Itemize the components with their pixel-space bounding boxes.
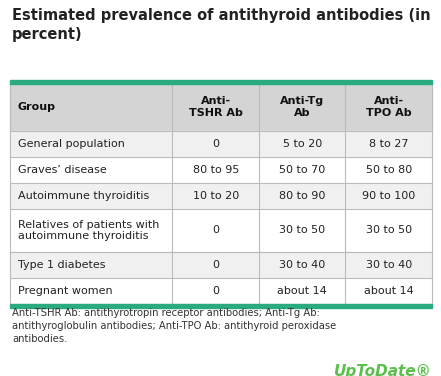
Text: 5 to 20: 5 to 20: [283, 139, 322, 149]
Text: Autoimmune thyroiditis: Autoimmune thyroiditis: [18, 191, 149, 201]
Text: Estimated prevalence of antithyroid antibodies (in
percent): Estimated prevalence of antithyroid anti…: [12, 8, 430, 42]
Text: Graves’ disease: Graves’ disease: [18, 165, 107, 175]
Text: about 14: about 14: [277, 286, 327, 296]
Text: Anti-TSHR Ab: antithyrotropin receptor antibodies; Anti-Tg Ab:
antithyroglobulin: Anti-TSHR Ab: antithyrotropin receptor a…: [12, 308, 336, 344]
Text: 90 to 100: 90 to 100: [362, 191, 415, 201]
Text: 0: 0: [212, 225, 219, 235]
Text: Anti-
TSHR Ab: Anti- TSHR Ab: [189, 97, 243, 118]
Bar: [10, 80, 432, 84]
Text: about 14: about 14: [364, 286, 414, 296]
Bar: [10, 130, 432, 157]
Text: Relatives of patients with
autoimmune thyroiditis: Relatives of patients with autoimmune th…: [18, 220, 159, 241]
Text: Anti-
TPO Ab: Anti- TPO Ab: [366, 97, 411, 118]
Bar: [10, 304, 432, 308]
Text: 0: 0: [212, 286, 219, 296]
Text: 30 to 50: 30 to 50: [279, 225, 325, 235]
Text: 30 to 40: 30 to 40: [366, 260, 412, 270]
Text: 0: 0: [212, 139, 219, 149]
Bar: [10, 84, 432, 130]
Text: Anti-Tg
Ab: Anti-Tg Ab: [280, 97, 324, 118]
Text: 30 to 50: 30 to 50: [366, 225, 412, 235]
Text: 50 to 80: 50 to 80: [366, 165, 412, 175]
Bar: [10, 278, 432, 304]
Text: 0: 0: [212, 260, 219, 270]
Text: 30 to 40: 30 to 40: [279, 260, 325, 270]
Bar: [10, 252, 432, 278]
Bar: [10, 183, 432, 209]
Text: Pregnant women: Pregnant women: [18, 286, 112, 296]
Text: General population: General population: [18, 139, 125, 149]
Text: 8 to 27: 8 to 27: [369, 139, 408, 149]
Bar: [10, 157, 432, 183]
Text: 50 to 70: 50 to 70: [279, 165, 325, 175]
Text: Type 1 diabetes: Type 1 diabetes: [18, 260, 105, 270]
Bar: [10, 209, 432, 252]
Text: Group: Group: [18, 102, 56, 112]
Text: UpToDate®: UpToDate®: [334, 364, 432, 376]
Text: 80 to 90: 80 to 90: [279, 191, 325, 201]
Text: 80 to 95: 80 to 95: [193, 165, 239, 175]
Text: 10 to 20: 10 to 20: [193, 191, 239, 201]
